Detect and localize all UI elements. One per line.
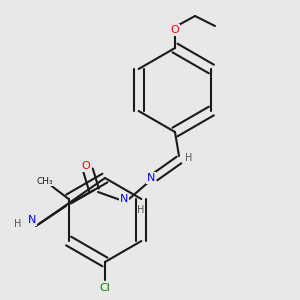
- Text: O: O: [171, 25, 179, 35]
- Text: CH₃: CH₃: [36, 176, 53, 185]
- Text: H: H: [185, 153, 193, 163]
- Text: N: N: [120, 194, 128, 204]
- Text: H: H: [14, 219, 22, 229]
- Text: N: N: [28, 215, 36, 225]
- Text: H: H: [137, 205, 145, 215]
- Text: O: O: [82, 161, 90, 171]
- Text: N: N: [147, 173, 155, 183]
- Text: Cl: Cl: [100, 283, 110, 293]
